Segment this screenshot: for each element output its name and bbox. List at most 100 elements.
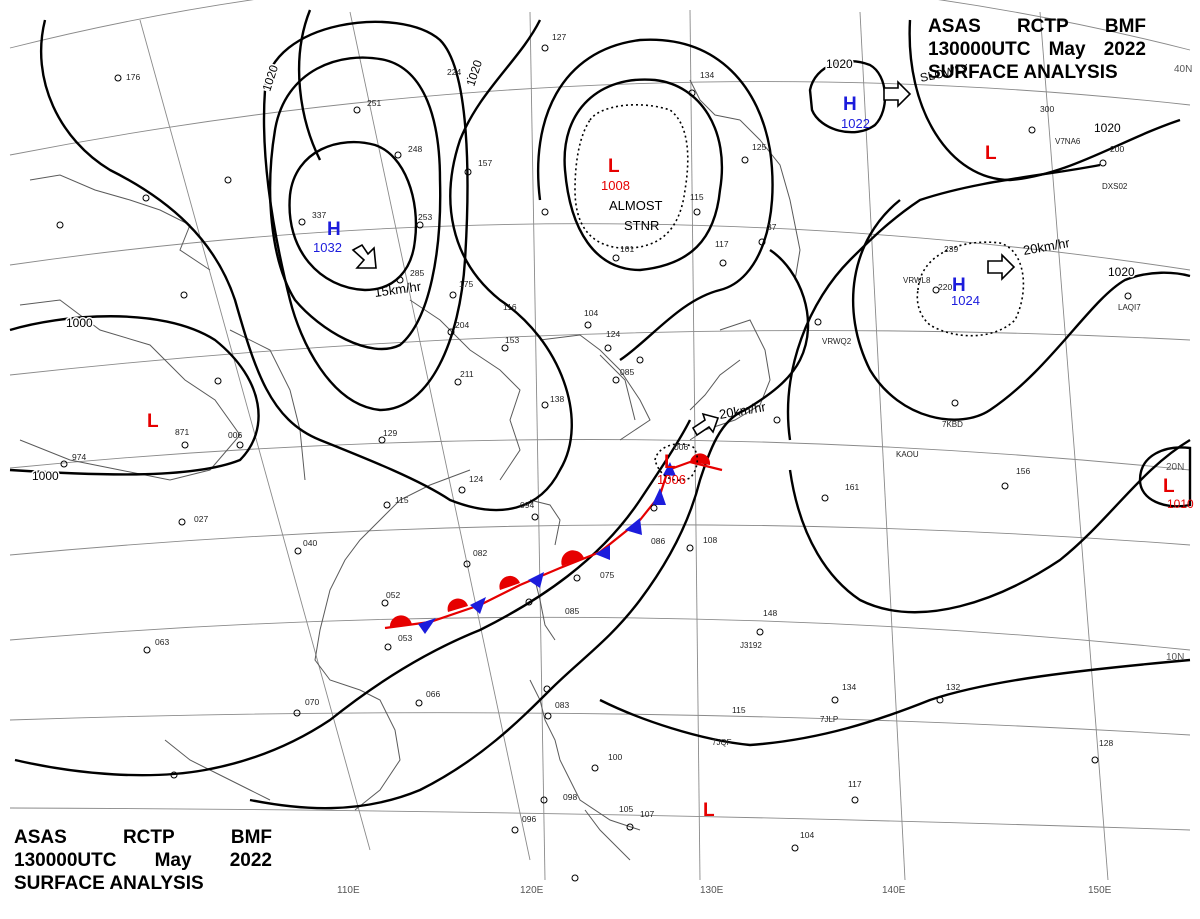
station-value: 175 bbox=[459, 279, 473, 289]
station-value: 107 bbox=[640, 809, 654, 819]
ship-id: VRWL8 bbox=[903, 276, 931, 285]
low-center: L bbox=[985, 143, 997, 164]
station-value: 063 bbox=[155, 637, 169, 647]
station-value: 117 bbox=[715, 239, 729, 249]
isobar-label: 1000 bbox=[32, 469, 59, 483]
arrow-icon bbox=[691, 412, 720, 437]
station-value: 337 bbox=[312, 210, 326, 220]
station-value: 006 bbox=[674, 442, 688, 452]
station-value: 157 bbox=[478, 158, 492, 168]
isobars bbox=[9, 9, 1192, 810]
station-value: 098 bbox=[563, 792, 577, 802]
ship-id: J3192 bbox=[740, 641, 762, 650]
station-value: 083 bbox=[555, 700, 569, 710]
isobar bbox=[852, 199, 1191, 421]
station-value: 300 bbox=[1040, 104, 1054, 114]
station-value: 148 bbox=[763, 608, 777, 618]
low-pressure: 1006 bbox=[657, 472, 686, 487]
lon-label: 130E bbox=[700, 885, 724, 896]
isobar-label: 1020 bbox=[1108, 265, 1135, 279]
station-value: 086 bbox=[651, 536, 665, 546]
header-month: May bbox=[154, 850, 192, 871]
station-value: 129 bbox=[383, 428, 397, 438]
header-utc: 130000UTC bbox=[928, 39, 1031, 60]
station-value: 100 bbox=[608, 752, 622, 762]
station-value: 253 bbox=[418, 212, 432, 222]
station-value: 052 bbox=[386, 590, 400, 600]
station-value: 108 bbox=[703, 535, 717, 545]
high-center: H bbox=[843, 94, 857, 115]
station-value: 156 bbox=[1016, 466, 1030, 476]
lon-label: 110E bbox=[337, 885, 360, 896]
low-pressure: 1010 bbox=[1167, 497, 1194, 511]
isobar bbox=[786, 163, 1101, 441]
arrow-icon bbox=[883, 80, 912, 108]
station-value: 104 bbox=[584, 308, 598, 318]
station-value: 251 bbox=[367, 98, 381, 108]
header-time-line: 130000UTC May 2022 bbox=[14, 849, 272, 872]
station-value: 132 bbox=[946, 682, 960, 692]
dotted-areas bbox=[574, 104, 1025, 482]
isobar bbox=[40, 19, 573, 512]
header-product: SURFACE ANALYSIS bbox=[14, 873, 204, 894]
isobar bbox=[1138, 446, 1192, 508]
header-agency-line: ASAS RCTP BMF bbox=[928, 15, 1146, 38]
station-value: 075 bbox=[600, 570, 614, 580]
station-value: 974 bbox=[72, 452, 86, 462]
isobar-label: 1020 bbox=[826, 57, 853, 71]
station-value: 285 bbox=[410, 268, 424, 278]
isobar bbox=[297, 9, 322, 161]
station-value: 104 bbox=[800, 830, 814, 840]
station-value: 211 bbox=[460, 369, 474, 379]
station-value: 053 bbox=[398, 633, 412, 643]
coastlines bbox=[19, 79, 801, 861]
ship-id: V7NA6 bbox=[1055, 137, 1081, 146]
header-office: BMF bbox=[1104, 16, 1146, 37]
high-center: H bbox=[952, 275, 966, 296]
station-value: 124 bbox=[469, 474, 483, 484]
station-value: 200 bbox=[1110, 144, 1124, 154]
arrow-icon bbox=[351, 243, 377, 269]
isobar bbox=[14, 419, 692, 777]
station-value: 153 bbox=[505, 335, 519, 345]
station-value: 224 bbox=[447, 67, 461, 77]
isobar bbox=[249, 249, 810, 810]
low-center: L bbox=[147, 411, 159, 432]
station-value: 105 bbox=[619, 804, 633, 814]
front bbox=[384, 453, 723, 634]
station-value: 040 bbox=[303, 538, 317, 548]
arrow-icon bbox=[987, 253, 1016, 281]
isobar bbox=[563, 78, 724, 272]
header-agency-line: ASAS RCTP BMF bbox=[14, 826, 272, 849]
station-value: 239 bbox=[944, 244, 958, 254]
high-motion: 15km/hr bbox=[373, 278, 422, 299]
ship-id: LAQI7 bbox=[1118, 303, 1141, 312]
station-values: 176 251 224 248 157 337 253 285 175 204 127 134 125 1… bbox=[72, 32, 1124, 840]
ship-id: 7KBD bbox=[942, 420, 963, 429]
header-time-line: 130000UTC May 2022 bbox=[928, 38, 1146, 61]
station-value: 134 bbox=[842, 682, 856, 692]
low-note: ALMOST bbox=[609, 198, 663, 213]
station-value: 115 bbox=[395, 495, 409, 505]
station-value: 124 bbox=[606, 329, 620, 339]
high-center: H bbox=[327, 219, 341, 240]
header-station: RCTP bbox=[1016, 16, 1069, 37]
ship-ids: VRWL8 VRWQ2 7KBD KAOU J3192 7JLP 7JQF DXS02 V7NA… bbox=[712, 137, 1141, 747]
high-pressure: 1024 bbox=[951, 293, 980, 308]
map-header-top-right: ASAS RCTP BMF 130000UTC May 2022 SURFACE… bbox=[928, 15, 1146, 84]
low-center: L bbox=[1163, 476, 1175, 497]
station-value: 116 bbox=[503, 302, 517, 312]
ship-id: VRWQ2 bbox=[822, 337, 852, 346]
station-value: 125 bbox=[752, 142, 766, 152]
isobar bbox=[262, 20, 469, 412]
map-header-bottom-left: ASAS RCTP BMF 130000UTC May 2022 SURFACE… bbox=[14, 826, 272, 895]
header-year: 2022 bbox=[229, 850, 272, 871]
motion-arrows bbox=[351, 80, 1016, 437]
station-value: 096 bbox=[522, 814, 536, 824]
station-value: 101 bbox=[620, 244, 634, 254]
station-value: 220 bbox=[938, 282, 952, 292]
station-value: 115 bbox=[690, 192, 704, 202]
station-value: 127 bbox=[552, 32, 566, 42]
header-station: RCTP bbox=[122, 827, 175, 848]
low-note: STNR bbox=[624, 218, 659, 233]
